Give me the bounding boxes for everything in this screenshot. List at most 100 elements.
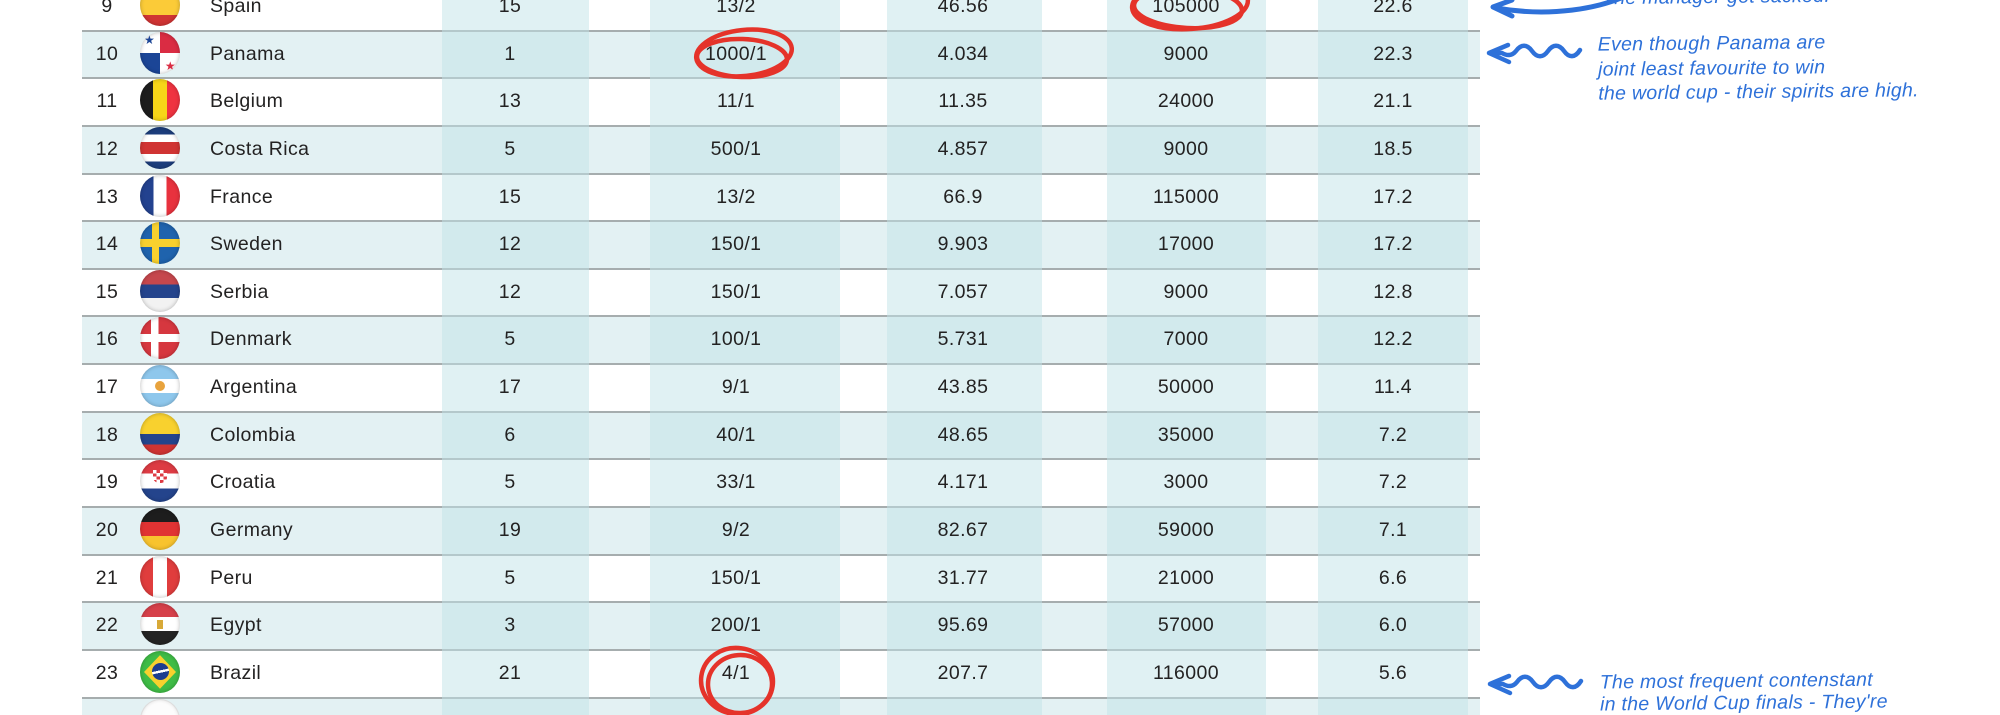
col3-cell: 4.171 [937,471,989,494]
country-name-cell: Brazil [210,661,262,684]
country-flag-icon [140,555,180,598]
country-name-cell: Costa Rica [210,137,310,160]
col4-cell: 3000 [1163,471,1209,494]
country-name-cell: Belgium [210,90,284,113]
col4-cell: 57000 [1157,614,1215,637]
col1-cell: 12 [498,233,522,256]
col3-cell: 43.85 [937,376,989,399]
country-name-cell: Colombia [210,423,296,446]
col5-cell: 22.6 [1373,0,1413,17]
odds-cell: 4/1 [721,661,751,684]
table-row: 12 Costa Rica 5 500/1 4.857 9000 18.5 [82,124,1480,173]
annotation-panama-note: Even though Panama are joint least favou… [1598,29,1919,106]
table-row: 14 Sweden 12 150/1 9.903 17000 17.2 [82,220,1480,268]
col3-cell: 48.65 [937,423,989,446]
col4-cell: 116000 [1152,661,1220,684]
col1-cell: 15 [498,0,522,17]
col4-cell: 9000 [1163,137,1209,160]
col1-cell: 15 [498,185,522,208]
odds-cell: 150/1 [710,233,762,256]
col1-cell: 3 [504,614,516,637]
rank-cell: 20 [95,519,119,542]
odds-cell: 500/1 [710,137,762,160]
annotation-line: The manager got sacked. [1602,0,1830,10]
country-name-cell: France [210,185,274,208]
odds-cell: 11/1 [716,90,756,113]
arrow-to-panama-row [1486,42,1583,65]
table-row: 23 Brazil 21 4/1 207.7 116000 5.6 [82,648,1480,697]
col1-cell: 13 [498,90,522,113]
col5-cell: 7.2 [1378,471,1408,494]
col5-cell: 17.2 [1373,185,1413,208]
odds-cell: 1000/1 [704,42,768,65]
annotation-line: in the World Cup finals - They're [1599,689,1888,715]
rank-cell: 9 [101,0,113,17]
country-flag-icon [140,79,180,122]
col3-cell: 95.69 [937,614,989,637]
col1-cell: 5 [504,566,516,589]
col1-cell: 5 [504,137,516,160]
rank-cell: 13 [95,185,119,208]
table-rows: 9 Spain 15 13/2 46.56 105000 22.6 10 Pan… [82,0,1480,715]
odds-cell: 150/1 [710,280,762,303]
arrow-to-brazil-row [1487,673,1584,696]
rank-cell: 16 [95,328,119,351]
col1-cell: 1 [504,42,516,65]
table-row: 17 Argentina 17 9/1 43.85 50000 11.4 [82,363,1480,411]
odds-cell: 100/1 [710,328,762,351]
col5-cell: 21.1 [1373,90,1413,113]
table-row: 20 Germany 19 9/2 82.67 59000 7.1 [82,506,1480,554]
country-name-cell: Croatia [210,471,276,494]
col3-cell: 66.9 [943,185,983,208]
country-name-cell: Argentina [210,376,298,399]
col3-cell: 9.903 [937,233,989,256]
col5-cell: 5.6 [1378,661,1408,684]
col3-cell: 31.77 [937,566,989,589]
country-name-cell: Germany [210,519,293,542]
col1-cell: 19 [498,519,522,542]
col3-cell: 82.67 [937,519,989,542]
odds-cell: 9/1 [721,376,751,399]
rank-cell: 15 [95,280,119,303]
odds-cell: 150/1 [710,566,762,589]
col3-cell: 5.731 [937,328,989,351]
table-row: 21 Peru 5 150/1 31.77 21000 6.6 [82,553,1480,602]
country-flag-icon [140,698,180,715]
col1-cell: 6 [504,423,516,446]
rank-cell: 10 [95,42,119,65]
table-row: 19 Croatia 5 33/1 4.171 3000 7.2 [82,458,1480,507]
odds-cell: 13/2 [716,185,756,208]
table-row: 15 Serbia 12 150/1 7.057 9000 12.8 [82,267,1480,316]
col3-cell: 207.7 [937,661,989,684]
country-name-cell: Egypt [210,614,262,637]
rank-cell: 22 [95,614,119,637]
col3-cell: 11.35 [938,90,988,113]
odds-cell: 200/1 [710,614,762,637]
col3-cell: 46.56 [937,0,989,17]
country-flag-icon [140,174,180,217]
odds-cell: 33/1 [716,471,756,494]
rankings-table: 9 Spain 15 13/2 46.56 105000 22.6 10 Pan… [82,0,1480,715]
col3-cell: 7.057 [937,280,989,303]
rank-cell: 19 [95,471,119,494]
col1-cell: 12 [498,280,522,303]
country-flag-icon [140,460,180,503]
annotation-line: the world cup - their spirits are high. [1598,79,1919,105]
col5-cell: 22.3 [1373,42,1413,65]
annotation-manager-sacked: The manager got sacked. [1602,0,1830,10]
odds-cell: 40/1 [716,423,756,446]
table-row: 13 France 15 13/2 66.9 115000 17.2 [82,172,1480,221]
col4-cell: 7000 [1163,328,1209,351]
rank-cell: 23 [95,661,119,684]
rank-cell: 18 [95,423,119,446]
country-flag-icon [140,0,180,26]
country-name-cell: Sweden [210,233,283,256]
col4-cell: 9000 [1163,280,1209,303]
country-name-cell: Spain [210,0,262,17]
col5-cell: 6.0 [1378,614,1408,637]
table-row: 18 Colombia 6 40/1 48.65 35000 7.2 [82,410,1480,459]
col4-cell: 105000 [1152,0,1220,17]
col4-cell: 50000 [1157,376,1215,399]
rank-cell: 12 [95,137,119,160]
